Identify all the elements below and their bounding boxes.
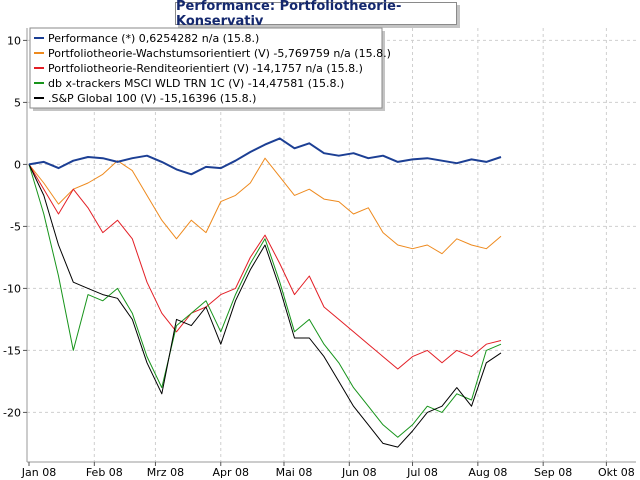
legend-label: db x-trackers MSCI WLD TRN 1C (V) -14,47…	[48, 77, 344, 90]
legend-label: .S&P Global 100 (V) -15,16396 (15.8.)	[48, 92, 256, 105]
y-tick-label: -20	[3, 406, 21, 419]
series-line-4	[28, 164, 502, 448]
x-tick-label: Jun 08	[341, 466, 377, 479]
legend-box	[29, 27, 383, 109]
y-tick-label: 0	[14, 158, 21, 171]
y-tick-label: -10	[3, 282, 21, 295]
legend-label: Performance (*) 0,6254282 n/a (15.8.)	[48, 32, 259, 45]
x-tick-label: Apr 08	[212, 466, 249, 479]
y-tick-label: -5	[10, 220, 21, 233]
x-tick-label: Feb 08	[86, 466, 123, 479]
series-line-1	[28, 157, 502, 255]
series-line-2	[28, 164, 502, 370]
x-tick-label: Jan 08	[21, 466, 56, 479]
y-tick-label: 10	[7, 34, 21, 47]
series-line-3	[28, 164, 502, 438]
x-tick-label: Aug 08	[468, 466, 507, 479]
x-tick-label: Okt 08	[598, 466, 635, 479]
series-line-0	[28, 137, 502, 176]
chart-title: Performance: Portfoliotheorie-Konservati…	[175, 0, 457, 29]
x-tick-label: Mai 08	[276, 466, 313, 479]
y-tick-label: -15	[3, 344, 21, 357]
legend-label: Portfoliotheorie-Renditeorientiert (V) -…	[48, 62, 363, 75]
legend-label: Portfoliotheorie-Wachstumsorientiert (V)…	[48, 47, 391, 60]
x-tick-label: Sep 08	[534, 466, 572, 479]
x-tick-label: Jul 08	[406, 466, 438, 479]
x-tick-label: Mrz 08	[147, 466, 184, 479]
chart-title-text: Performance: Portfoliotheorie-Konservati…	[176, 0, 402, 29]
y-tick-label: 5	[14, 96, 21, 109]
